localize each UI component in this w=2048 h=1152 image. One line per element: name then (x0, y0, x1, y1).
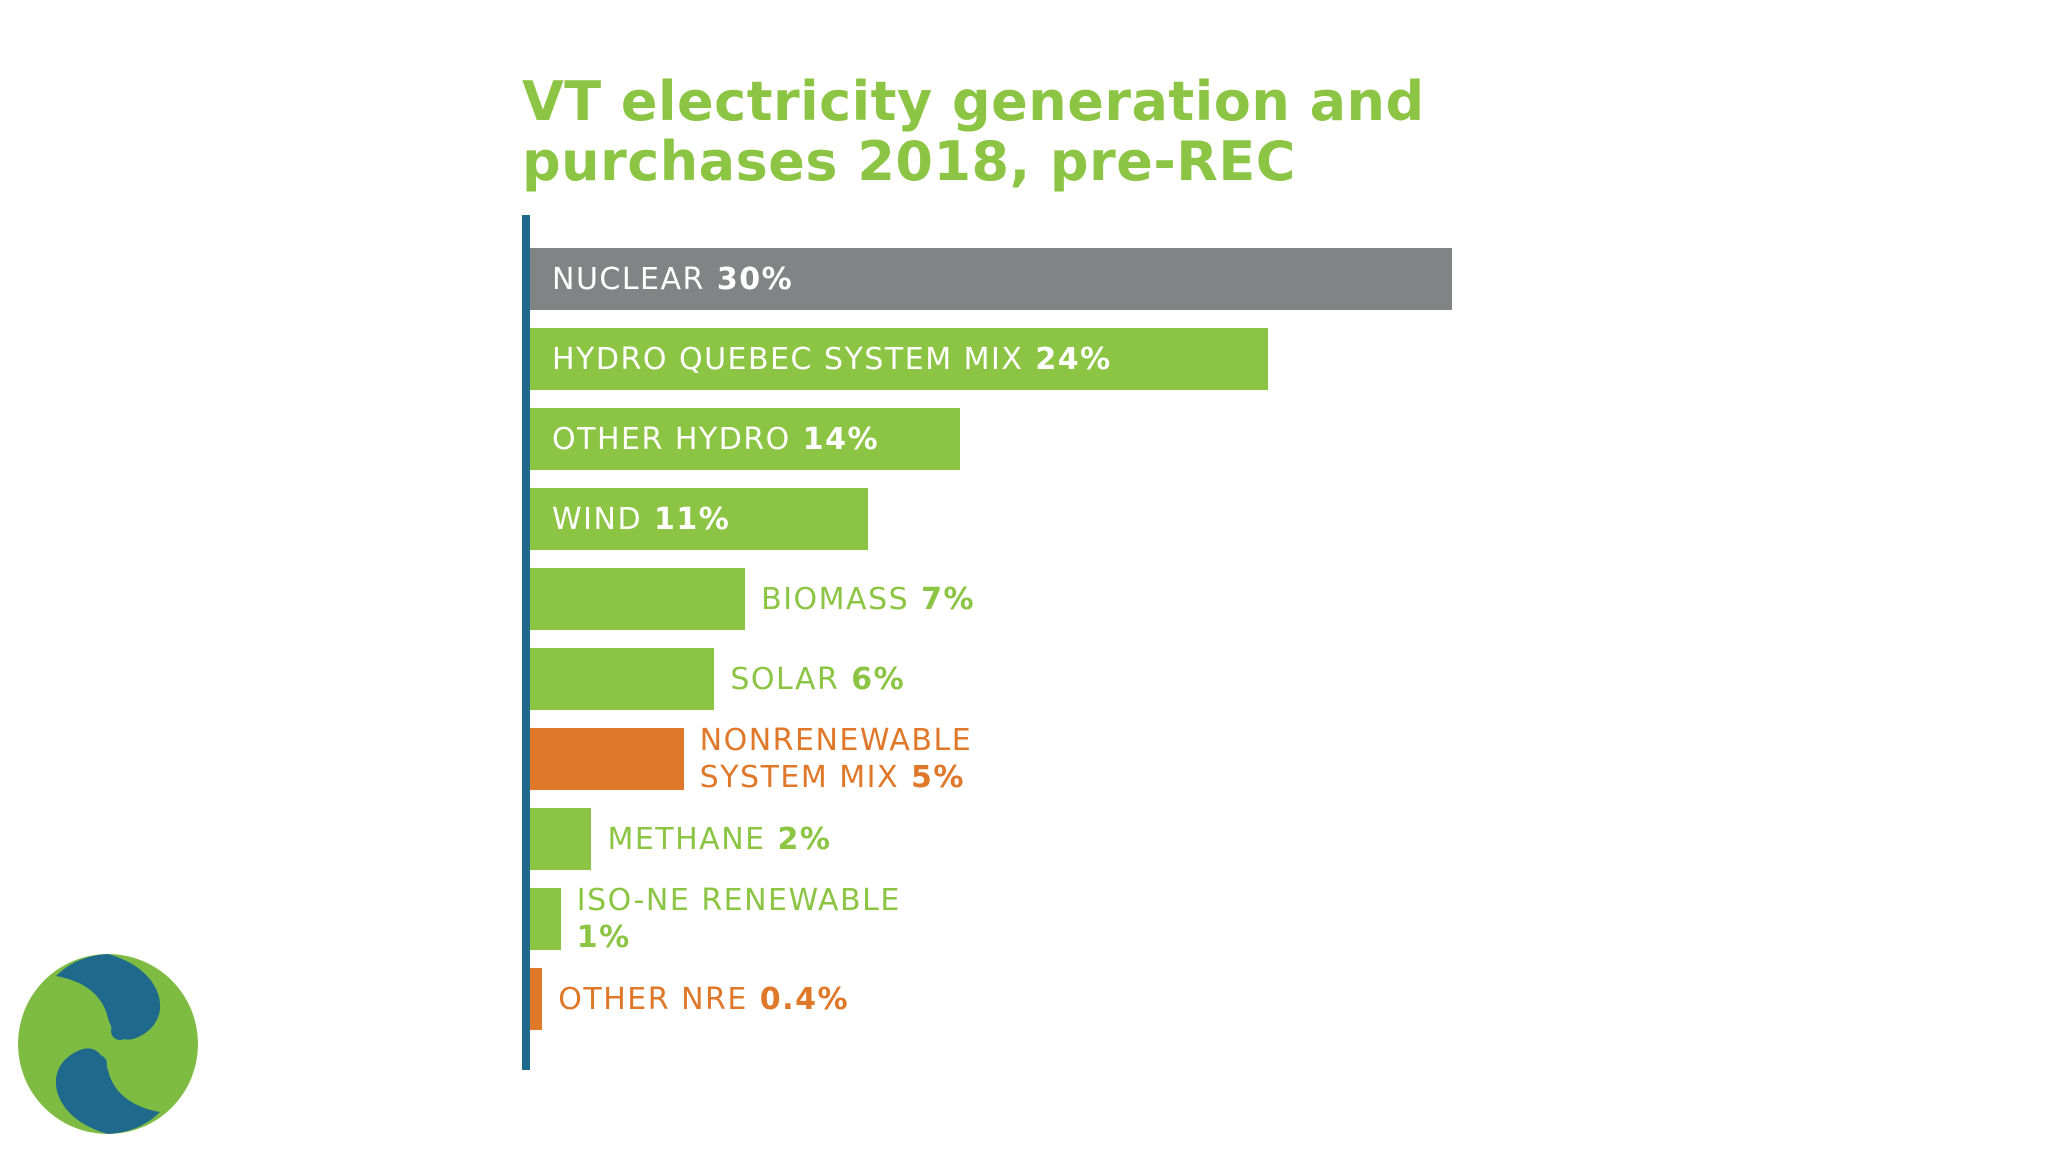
value-label: 0.4% (747, 981, 850, 1017)
bar-1 (530, 328, 1268, 390)
bar-8 (530, 888, 561, 950)
category-label: OTHER HYDRO (552, 421, 791, 457)
bar-0 (530, 248, 1452, 310)
bar-label-9: OTHER NRE 0.4% (558, 981, 849, 1018)
bar-label-0: NUCLEAR 30% (552, 261, 793, 298)
category-label: WIND (552, 501, 643, 537)
bar-label-7: METHANE 2% (607, 821, 831, 858)
bar-label-4: BIOMASS 7% (761, 581, 975, 618)
value-label: 7% (909, 581, 976, 617)
bar-label-line: OTHER NRE 0.4% (558, 981, 849, 1018)
value-label: 6% (839, 661, 906, 697)
bar-7 (530, 808, 592, 870)
value-label: 30% (704, 261, 794, 297)
chart-title-line-2: purchases 2018, pre-REC (522, 130, 1296, 193)
bar-label-3: WIND 11% (552, 501, 730, 538)
bar-label-line: METHANE 2% (607, 821, 831, 858)
bar-label-line: NONRENEWABLE (700, 722, 973, 759)
bar-label-line: SOLAR 6% (730, 661, 905, 698)
category-label: NUCLEAR (552, 261, 705, 297)
value-label: 11% (642, 501, 731, 537)
value-label: 14% (790, 421, 880, 457)
bar-label-line: ISO-NE RENEWABLE (577, 882, 901, 919)
category-label: SYSTEM MIX (699, 760, 900, 795)
logo-icon (18, 954, 198, 1134)
bar-label-line: WIND 11% (552, 501, 730, 538)
bar-label-line: NUCLEAR 30% (552, 261, 793, 298)
category-label: METHANE (607, 821, 766, 857)
bar-label-5: SOLAR 6% (730, 661, 905, 698)
chart-title-line-1: VT electricity generation and (522, 70, 1425, 133)
bar-5 (530, 648, 715, 710)
value-label: 1% (576, 920, 631, 955)
bar-6 (530, 728, 684, 790)
value-label: 24% (1023, 341, 1112, 377)
category-label: HYDRO QUEBEC SYSTEM MIX (552, 341, 1024, 377)
y-axis-line (522, 215, 530, 1070)
chart-title: VT electricity generation and purchases … (522, 72, 1522, 192)
bar-2 (530, 408, 961, 470)
bar-label-6: NONRENEWABLE SYSTEM MIX 5% (700, 722, 973, 796)
bar-label-1: HYDRO QUEBEC SYSTEM MIX 24% (552, 341, 1112, 378)
bar-label-line: OTHER HYDRO 14% (552, 421, 879, 458)
bar-4 (530, 568, 746, 630)
category-label: ISO-NE RENEWABLE (576, 883, 901, 918)
category-label: BIOMASS (761, 581, 910, 617)
category-label: SOLAR (730, 661, 840, 697)
bar-label-8: ISO-NE RENEWABLE 1% (577, 882, 901, 956)
bar-label-line: 1% (577, 919, 901, 956)
bar-3 (530, 488, 869, 550)
bar-9 (530, 968, 543, 1030)
bar-label-2: OTHER HYDRO 14% (552, 421, 879, 458)
bar-label-line: SYSTEM MIX 5% (700, 759, 973, 796)
value-label: 2% (765, 821, 832, 857)
category-label: NONRENEWABLE (699, 723, 973, 758)
bar-label-line: BIOMASS 7% (761, 581, 975, 618)
value-label: 5% (899, 760, 965, 795)
bar-label-line: HYDRO QUEBEC SYSTEM MIX 24% (552, 341, 1112, 378)
category-label: OTHER NRE (558, 981, 748, 1017)
